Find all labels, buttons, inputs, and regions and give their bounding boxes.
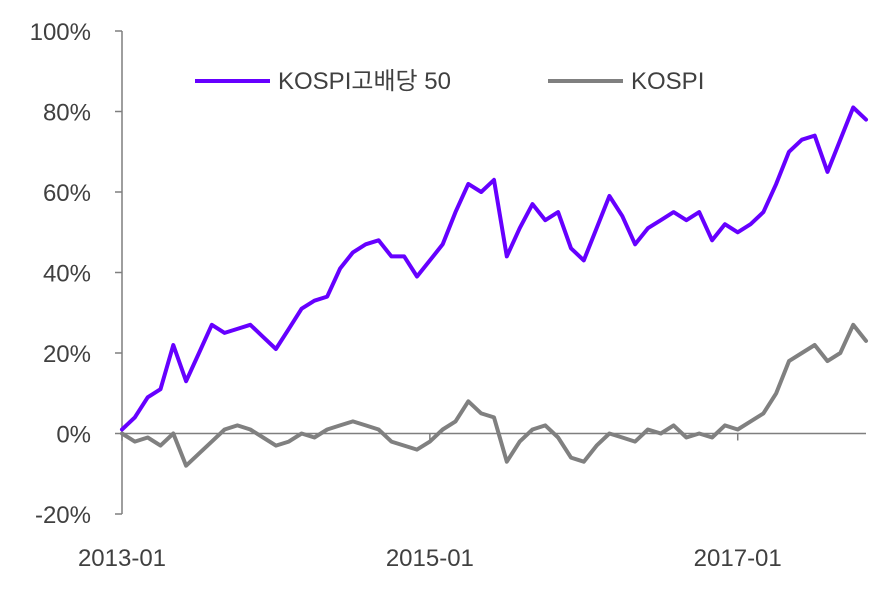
legend-label-kospi: KOSPI xyxy=(631,68,704,95)
series-line-kospi xyxy=(120,322,868,468)
series-layer xyxy=(120,105,868,468)
y-tick-label: 40% xyxy=(43,261,91,288)
x-axis: 2013-01 2015-01 2017-01 xyxy=(78,432,866,572)
y-tick-label: 60% xyxy=(43,180,91,207)
series-line-kospi-high-dividend xyxy=(120,105,868,432)
y-axis: 100% 80% 60% 40% 20% 0% -20% xyxy=(30,19,123,529)
x-tick-label: 2013-01 xyxy=(78,545,166,572)
legend: KOSPI고배당 50 KOSPI xyxy=(195,68,704,95)
y-tick-label: -20% xyxy=(35,502,91,529)
y-tick-label: 20% xyxy=(43,341,91,368)
x-tick-label: 2015-01 xyxy=(386,545,474,572)
x-tick-label: 2017-01 xyxy=(694,545,782,572)
y-tick-label: 100% xyxy=(30,19,91,46)
y-tick-label: 80% xyxy=(43,100,91,127)
y-tick-label: 0% xyxy=(56,422,91,449)
legend-label-kospi-high-dividend: KOSPI고배당 50 xyxy=(278,68,451,95)
